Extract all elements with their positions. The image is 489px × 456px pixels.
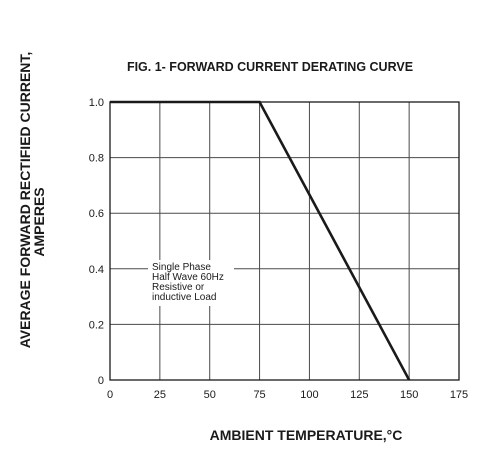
x-axis-label: AMBIENT TEMPERATURE,°C <box>210 427 403 443</box>
annotation-background <box>148 260 234 306</box>
x-tick-label: 175 <box>450 389 468 401</box>
x-tick-label: 100 <box>300 389 318 401</box>
x-tick-label: 0 <box>107 389 113 401</box>
x-tick-label: 125 <box>350 389 368 401</box>
x-tick-label: 75 <box>253 389 265 401</box>
annotation-line: inductive Load <box>152 292 217 303</box>
x-tick-label: 25 <box>154 389 166 401</box>
x-tick-label: 50 <box>204 389 216 401</box>
grid-layer <box>110 102 459 380</box>
x-tick-label: 150 <box>400 389 418 401</box>
y-tick-label: 0.6 <box>89 208 104 220</box>
annotation-line: Single Phase <box>152 262 211 273</box>
derating-curve <box>110 100 411 381</box>
y-tick-label: 0.4 <box>89 264 104 276</box>
load-condition-annotation: Single Phase Half Wave 60Hz Resistive or… <box>148 260 234 306</box>
y-tick-label: 1.0 <box>89 97 104 109</box>
y-tick-label: 0 <box>98 375 104 387</box>
tick-labels: 0 25 50 75 100 125 150 175 0 0.2 0.4 0.6 0.8 1.0 <box>89 97 468 401</box>
plot-frame <box>109 101 460 381</box>
plot-border <box>109 101 460 381</box>
y-tick-label: 0.2 <box>89 319 104 331</box>
y-axis-label-units: AMPERES <box>31 187 47 256</box>
annotation-line: Resistive or <box>152 282 205 293</box>
annotation-line: Half Wave 60Hz <box>152 272 224 283</box>
y-tick-label: 0.8 <box>89 153 104 165</box>
chart-title: FIG. 1- FORWARD CURRENT DERATING CURVE <box>127 60 413 74</box>
y-axis-label: AVERAGE FORWARD RECTIFIED CURRENT, <box>17 52 33 349</box>
series-layer <box>110 100 411 381</box>
